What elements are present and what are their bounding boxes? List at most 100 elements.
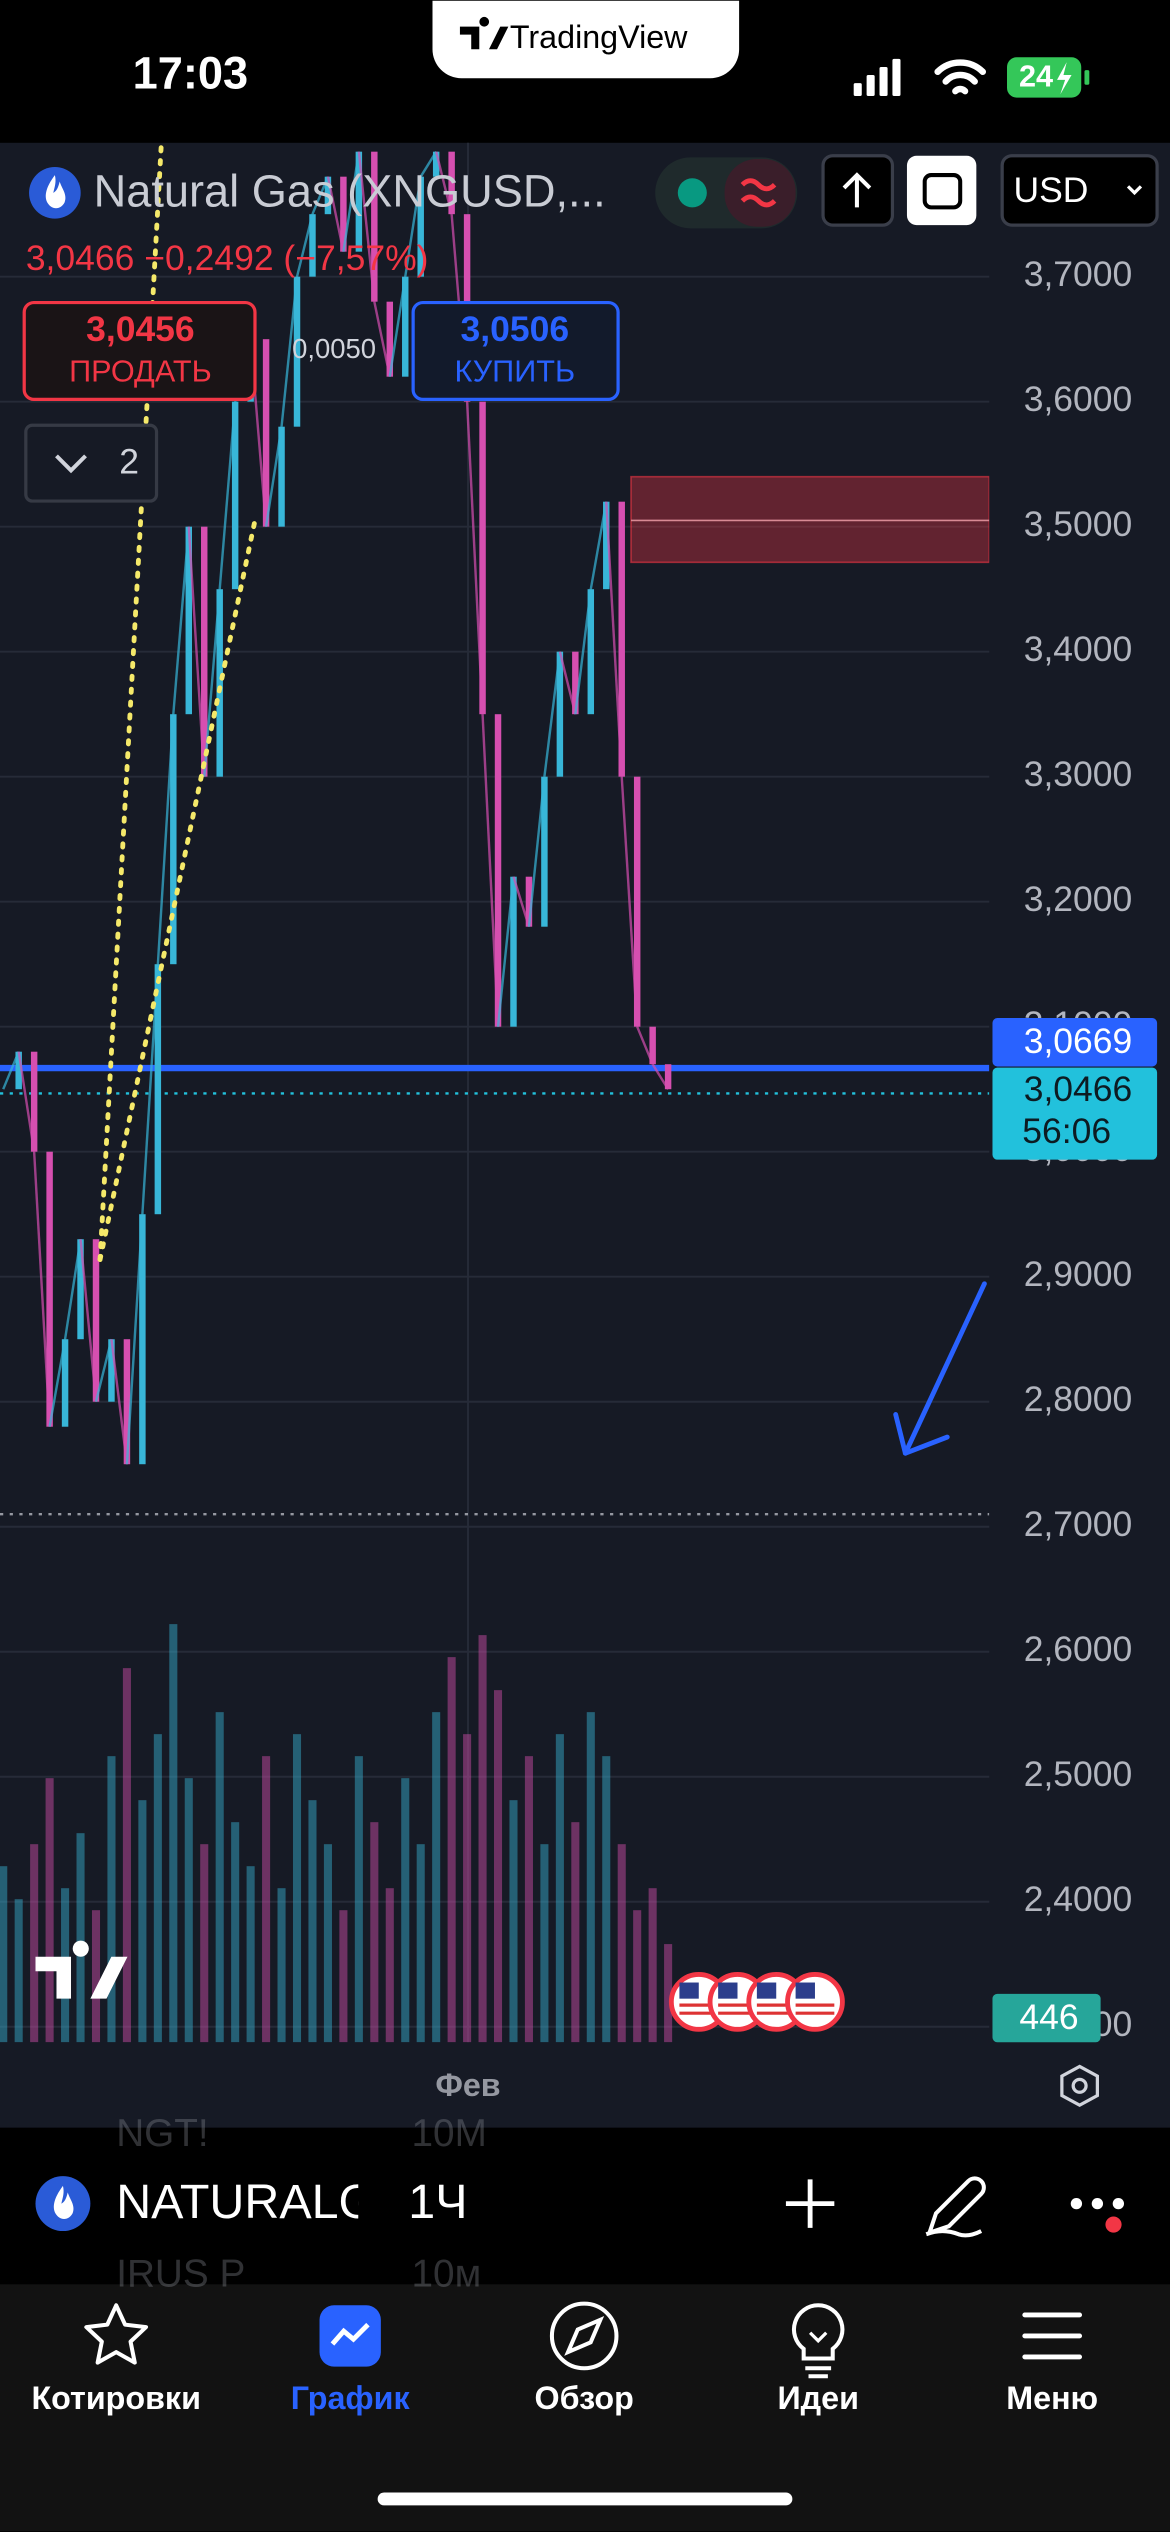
currency-button[interactable] [1000,154,1159,227]
delay-badge [724,158,796,227]
buy-button[interactable] [411,300,620,402]
volume-bar [493,1690,503,2043]
volume-bar [524,1756,533,2043]
banner-text: TradingView [510,19,688,55]
mode-button[interactable] [906,155,977,226]
event-flags [668,1972,845,2032]
candle [231,401,239,590]
settings-icon-dot [1071,2077,1088,2094]
battery-level: 24 [1019,59,1053,93]
y-tick-label: 3,2000 [1024,879,1133,919]
volume-bar [76,1833,85,2043]
candle [170,714,177,965]
overlays [0,475,990,1516]
tab-label[interactable]: Котировки [31,2380,200,2416]
candle [664,1064,672,1090]
tab-icon-compass [564,2315,605,2356]
y-tick-label: 3,3000 [1024,754,1133,794]
up-arrow-icon [842,172,872,208]
buy-price: 3,0506 [461,309,570,349]
draw-button[interactable] [925,2176,986,2238]
volume-bar [323,1844,332,2043]
indicators-toggle[interactable] [24,423,159,503]
volume-bar [45,1778,54,2043]
tab-label[interactable]: Меню [1006,2380,1098,2416]
candle [386,301,394,377]
candle [216,589,223,777]
tab-icon-bulb [808,2331,828,2344]
tabs: Котировки График Обзор Идеи Меню [31,2380,1098,2416]
ghost-value: 10м [412,2252,482,2295]
tab-icon-ideas [792,2303,845,2379]
sell-price: 3,0456 [86,309,195,349]
y-tick-label: 3,6000 [1024,379,1133,419]
candle [371,151,378,302]
alert-price-box [992,1018,1158,1067]
home-indicator [377,2492,793,2506]
volume-bar [540,1844,549,2043]
volume-bar [447,1657,456,2043]
interval[interactable]: 1Ч [408,2175,467,2229]
volume-bar [0,1866,8,2043]
ghost-list: NGT! 10M IRUS P 10м [116,2112,487,2295]
volume-bar [30,1844,39,2043]
volume-bar [370,1822,379,2043]
ghost-symbol: NGT! [116,2112,209,2155]
tab-label[interactable]: График [291,2380,411,2416]
sell-button[interactable] [22,300,257,402]
y-tick-label: 3,4000 [1024,629,1133,669]
y-tick-label: 2,6000 [1024,1629,1133,1669]
candle [324,176,332,215]
ghost-symbol: IRUS P [116,2252,245,2295]
tab-label[interactable]: Обзор [535,2380,634,2416]
volume-label: 446 [1019,1997,1078,2037]
symbol-short[interactable]: NATURALG [116,2175,376,2229]
x-axis-label: Фев [435,2067,500,2103]
candle [355,151,363,252]
candle [556,651,564,777]
settings-icon[interactable] [1060,2064,1099,2108]
candle [185,526,193,715]
quote-change: 3,0466 −0,2492 (−7,57%) [26,238,429,278]
price-axis: 3,70003,60003,50003,40003,30003,20003,10… [1024,254,1133,2044]
volume-bar [478,1635,487,2043]
symbol-title[interactable]: Natural Gas (XNGUSD,... [94,165,606,216]
candle [541,776,548,927]
y-tick-label: 2,7000 [1024,1504,1133,1544]
buy-label: КУПИТЬ [455,355,576,389]
y-tick-label: 2,8000 [1024,1379,1133,1419]
indicator-count: 2 [119,441,139,481]
candle [448,151,455,215]
chevron-down [55,454,87,474]
volume-bar [555,1734,564,2043]
candle [262,339,270,527]
wifi-icon [934,59,987,95]
candle [587,589,595,715]
volume-bar [633,1910,642,2043]
symbol-bar [0,2127,1170,2285]
candle [154,964,162,1215]
more-button[interactable] [1070,2197,1125,2233]
volume-bar [385,1888,394,2043]
candle [525,876,533,927]
alert-price-label: 3,0669 [1024,1021,1133,1061]
add-button[interactable] [785,2179,835,2228]
y-tick-label: 3,5000 [1024,504,1133,544]
signal-icon [853,58,901,96]
mode-icon [922,173,963,210]
last-price-label: 3,0466 [1024,1069,1133,1109]
sell-label: ПРОДАТЬ [69,355,212,389]
volume-bar [231,1822,240,2043]
candle [46,1151,53,1427]
app-banner[interactable] [432,0,740,79]
volume-bar [509,1800,518,2043]
volume-bar [354,1756,363,2043]
candle [77,1239,84,1340]
volume-bar [107,1756,116,2043]
candle [15,1051,22,1090]
tab-label[interactable]: Идеи [777,2380,858,2416]
candle [572,651,579,715]
volume-bar [401,1778,410,2043]
flame-icon [53,2185,74,2220]
